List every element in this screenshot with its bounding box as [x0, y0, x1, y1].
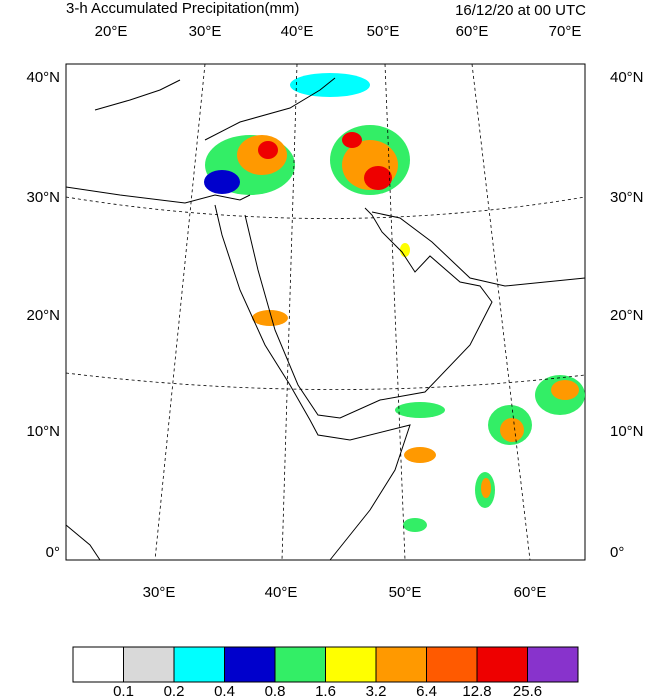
left-lat-label: 10°N	[26, 423, 60, 440]
colorbar-box	[224, 646, 276, 683]
longitude-line	[384, 63, 406, 561]
bottom-lon-label: 60°E	[514, 584, 547, 601]
rain-area	[258, 141, 278, 159]
longitude-line	[471, 63, 531, 561]
right-lat-label: 0°	[610, 544, 624, 561]
longitude-line	[154, 63, 206, 561]
latitude-line	[65, 372, 586, 390]
top-lon-label: 50°E	[367, 23, 400, 40]
colorbar-label: 0.4	[214, 683, 235, 700]
colorbar-box	[325, 646, 377, 683]
top-lon-label: 60°E	[456, 23, 489, 40]
right-lat-label: 40°N	[610, 69, 644, 86]
map-frame	[65, 63, 586, 561]
colorbar-label: 0.2	[164, 683, 185, 700]
colorbar-label: 25.6	[513, 683, 542, 700]
colorbar-box	[274, 646, 326, 683]
colorbar-label: 3.2	[366, 683, 387, 700]
map	[65, 63, 586, 561]
right-lat-label: 20°N	[610, 307, 644, 324]
rain-area	[395, 402, 445, 418]
top-lon-label: 40°E	[281, 23, 314, 40]
top-lon-label: 30°E	[189, 23, 222, 40]
colorbar-box	[375, 646, 427, 683]
rain-area	[290, 73, 370, 97]
top-lon-label: 70°E	[549, 23, 582, 40]
colorbar-box	[476, 646, 528, 683]
colorbar-label: 6.4	[416, 683, 437, 700]
coastlines	[65, 77, 586, 561]
colorbar-label: 0.8	[265, 683, 286, 700]
colorbar-label: 0.1	[113, 683, 134, 700]
rain-area	[400, 243, 410, 257]
latitude-line	[65, 196, 586, 219]
rain-area	[404, 447, 436, 463]
coastline	[204, 77, 336, 141]
precipitation	[204, 73, 585, 532]
colorbar-box	[527, 646, 579, 683]
valid-time: 16/12/20 at 00 UTC	[455, 2, 586, 19]
bottom-lon-label: 30°E	[143, 584, 176, 601]
left-lat-label: 0°	[46, 544, 60, 561]
rain-area	[342, 132, 362, 148]
rain-area	[403, 518, 427, 532]
colorbar-box	[173, 646, 225, 683]
coastline	[214, 204, 411, 561]
rain-area	[204, 170, 240, 194]
left-lat-label: 40°N	[26, 69, 60, 86]
colorbar-box	[123, 646, 175, 683]
colorbar-box	[426, 646, 478, 683]
longitude-line	[281, 63, 298, 561]
coastline	[371, 211, 586, 287]
rain-area	[252, 310, 288, 326]
left-lat-label: 30°N	[26, 189, 60, 206]
title: 3-h Accumulated Precipitation(mm)	[66, 0, 299, 17]
top-lon-label: 20°E	[95, 23, 128, 40]
bottom-lon-label: 50°E	[389, 584, 422, 601]
rain-area	[500, 418, 524, 442]
bottom-lon-label: 40°E	[265, 584, 298, 601]
left-lat-label: 20°N	[26, 307, 60, 324]
axis-labels: 20°E 30°E 40°E 50°E 60°E 70°E 30°E 40°E 50°E 60°E…	[26, 23, 643, 601]
rain-area	[364, 166, 392, 190]
right-lat-label: 10°N	[610, 423, 644, 440]
coastline	[94, 79, 181, 111]
coastline	[244, 207, 493, 419]
colorbar-box	[72, 646, 124, 683]
colorbar-label: 1.6	[315, 683, 336, 700]
colorbar: 0.1 0.2 0.4 0.8 1.6 3.2 6.4 12.8 25.6	[72, 646, 579, 700]
rain-area	[481, 478, 491, 498]
coastline	[65, 186, 251, 204]
rain-area	[551, 380, 579, 400]
right-lat-label: 30°N	[610, 189, 644, 206]
colorbar-label: 12.8	[462, 683, 491, 700]
graticule	[65, 63, 586, 561]
coastline	[65, 524, 101, 561]
